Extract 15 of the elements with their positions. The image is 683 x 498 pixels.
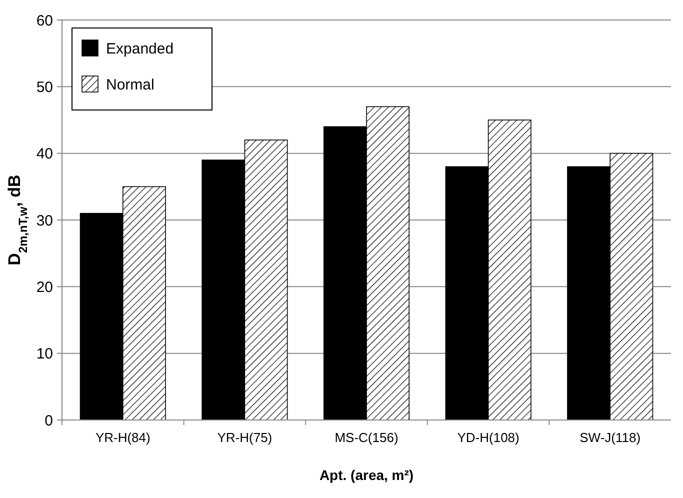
y-tick-label: 10 [36,346,53,363]
x-tick-label: YR-H(75) [217,430,272,445]
legend-label: Expanded [106,40,174,58]
legend-label: Normal [106,76,154,94]
x-tick-label: SW-J(118) [580,430,641,445]
y-tick-label: 0 [44,412,53,430]
y-tick-label: 50 [36,78,53,96]
x-tick-label: YD-H(108) [457,430,520,445]
y-tick-label: 20 [36,278,53,296]
x-axis-title: Apt. (area, m²) [319,467,414,483]
y-tick-label: 60 [36,12,53,30]
x-tick-label: YR-H(84) [95,430,150,445]
x-tick-label: MS-C(156) [334,430,398,445]
y-tick-label: 40 [36,146,53,163]
y-tick-label: 30 [36,212,53,230]
